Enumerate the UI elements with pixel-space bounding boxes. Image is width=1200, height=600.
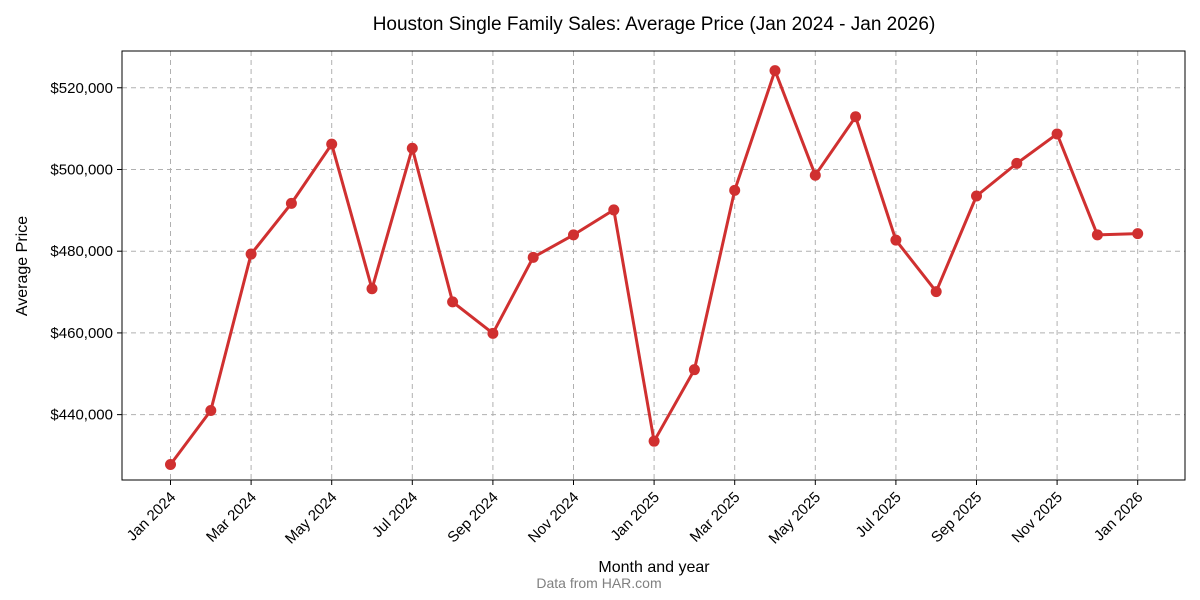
x-tick-label: Jan 2026 [1091, 489, 1147, 545]
data-point [890, 234, 902, 246]
data-point [648, 435, 660, 447]
x-axis: Jan 2024 Mar 2024 May 2024 Jul 2024 Sep 2024… [124, 480, 1147, 547]
x-tick-label: Nov 2024 [525, 489, 582, 546]
data-point [971, 190, 982, 202]
data-point [729, 184, 741, 196]
y-tick-label: $480,000 [50, 243, 113, 260]
data-point [850, 111, 862, 123]
data-point [930, 286, 942, 298]
y-tick-label: $440,000 [50, 407, 113, 424]
data-point [1091, 229, 1103, 241]
data-point [688, 364, 700, 376]
data-point [769, 65, 781, 77]
data-point [568, 229, 579, 241]
y-axis: $440,000 $460,000 $480,000 $500,000 $520,000 [50, 80, 122, 424]
x-tick-label: Nov 2025 [1008, 489, 1065, 546]
chart-title: Houston Single Family Sales: Average Pri… [373, 14, 936, 35]
data-point [447, 296, 459, 308]
data-source-note: Data from HAR.com [536, 575, 661, 591]
x-tick-label: Jan 2024 [124, 489, 180, 545]
data-point [245, 248, 257, 260]
data-point [165, 458, 176, 470]
x-tick-label: Jan 2025 [607, 489, 663, 545]
data-point [487, 327, 499, 339]
data-point [809, 169, 821, 181]
data-point [205, 405, 217, 417]
x-tick-label: Jul 2024 [369, 489, 421, 541]
data-point [406, 142, 418, 154]
data-point [1132, 228, 1144, 240]
y-tick-label: $500,000 [50, 161, 113, 178]
x-axis-label: Month and year [598, 559, 710, 576]
y-tick-label: $520,000 [50, 80, 113, 97]
x-tick-label: Mar 2025 [687, 489, 744, 546]
data-point [608, 204, 620, 216]
data-point [527, 251, 539, 263]
data-point [366, 283, 378, 295]
y-tick-label: $460,000 [50, 325, 113, 342]
data-point [326, 138, 338, 150]
data-series [165, 65, 1144, 470]
x-tick-label: Jul 2025 [853, 489, 905, 541]
x-tick-label: May 2025 [766, 489, 825, 548]
data-point [1011, 157, 1023, 169]
y-axis-label: Average Price [14, 216, 31, 316]
data-point [1051, 128, 1063, 140]
grid-lines [122, 51, 1185, 480]
x-tick-label: Mar 2024 [203, 489, 260, 546]
x-tick-label: Sep 2025 [928, 489, 985, 546]
x-tick-label: May 2024 [282, 489, 341, 548]
x-tick-label: Sep 2024 [444, 489, 501, 546]
plot-area-frame [121, 50, 1186, 481]
data-point [285, 197, 297, 209]
